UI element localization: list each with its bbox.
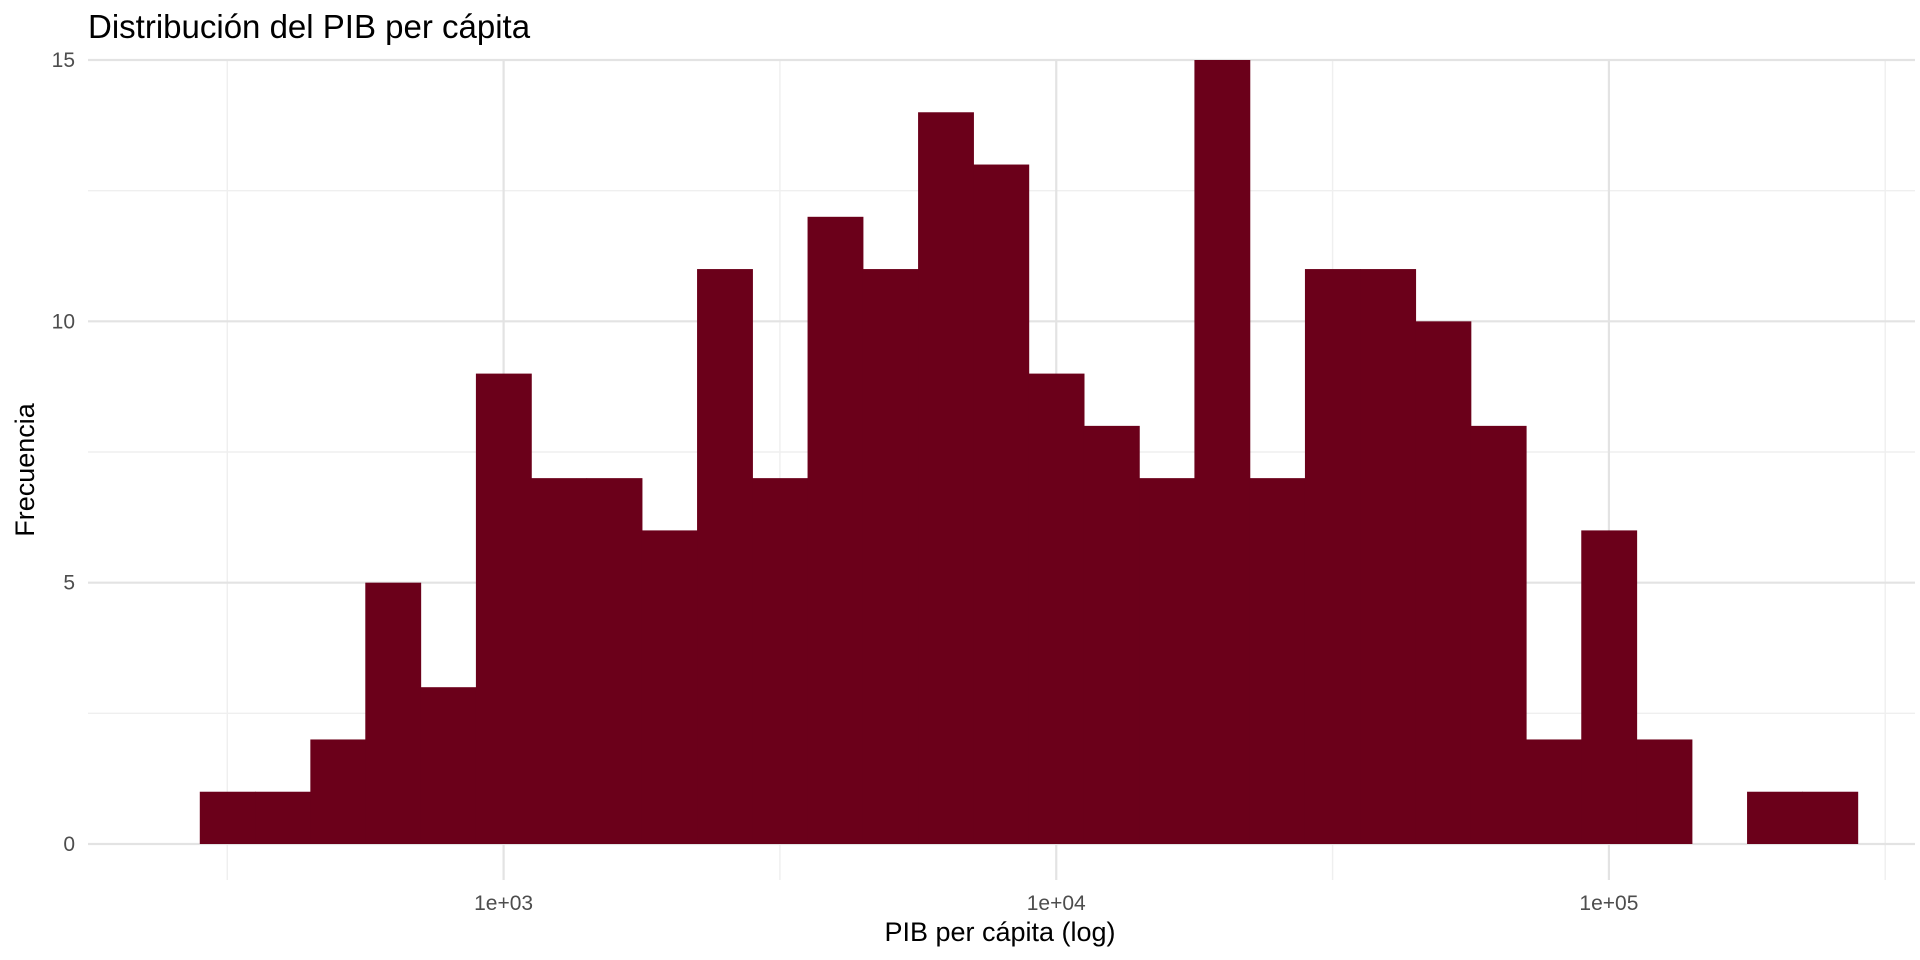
histogram-bar	[641, 530, 698, 844]
histogram-bar	[1249, 478, 1306, 844]
histogram-bar	[1083, 425, 1140, 844]
histogram-bar	[586, 478, 643, 844]
x-tick-label: 1e+03	[474, 892, 533, 915]
histogram-bar	[1526, 739, 1582, 844]
histogram-bar	[310, 739, 367, 844]
histogram-bar	[1747, 791, 1803, 844]
y-tick-label: 15	[52, 49, 75, 72]
chart-title: Distribución del PIB per cápita	[88, 8, 531, 45]
histogram-bar	[697, 269, 753, 845]
histogram-bar	[1415, 321, 1472, 844]
histogram-bar	[807, 216, 864, 845]
histogram-bar	[1028, 373, 1085, 844]
x-tick-label: 1e+04	[1027, 892, 1086, 915]
histogram-bar	[862, 269, 919, 845]
y-axis-title: Frecuencia	[10, 402, 40, 537]
histogram-bar	[475, 373, 532, 844]
histogram-bar	[365, 582, 422, 844]
histogram-bars	[199, 60, 1859, 845]
histogram-bar	[1636, 739, 1693, 844]
y-tick-label: 0	[63, 833, 75, 856]
histogram-bar	[199, 791, 256, 844]
histogram-bar	[255, 791, 311, 844]
histogram-bar	[752, 478, 809, 844]
histogram-bar	[1360, 269, 1417, 845]
y-tick-label: 5	[63, 572, 75, 595]
x-tick-label: 1e+05	[1579, 892, 1638, 915]
histogram-bar	[1139, 478, 1196, 844]
histogram-bar	[1470, 425, 1527, 844]
y-tick-label: 10	[52, 310, 75, 333]
x-axis-title: PIB per cápita (log)	[884, 917, 1115, 947]
histogram-bar	[918, 112, 974, 845]
histogram-bar	[973, 164, 1030, 845]
y-axis-tick-labels: 0 5 10 15	[52, 49, 75, 856]
histogram-bar	[1802, 791, 1859, 844]
histogram-bar	[1581, 530, 1638, 844]
histogram-bar	[1194, 60, 1251, 844]
histogram-bar	[420, 687, 477, 844]
histogram-bar	[1304, 269, 1361, 845]
histogram-bar	[531, 478, 588, 844]
x-axis-tick-labels: 1e+03 1e+04 1e+05	[474, 892, 1638, 915]
